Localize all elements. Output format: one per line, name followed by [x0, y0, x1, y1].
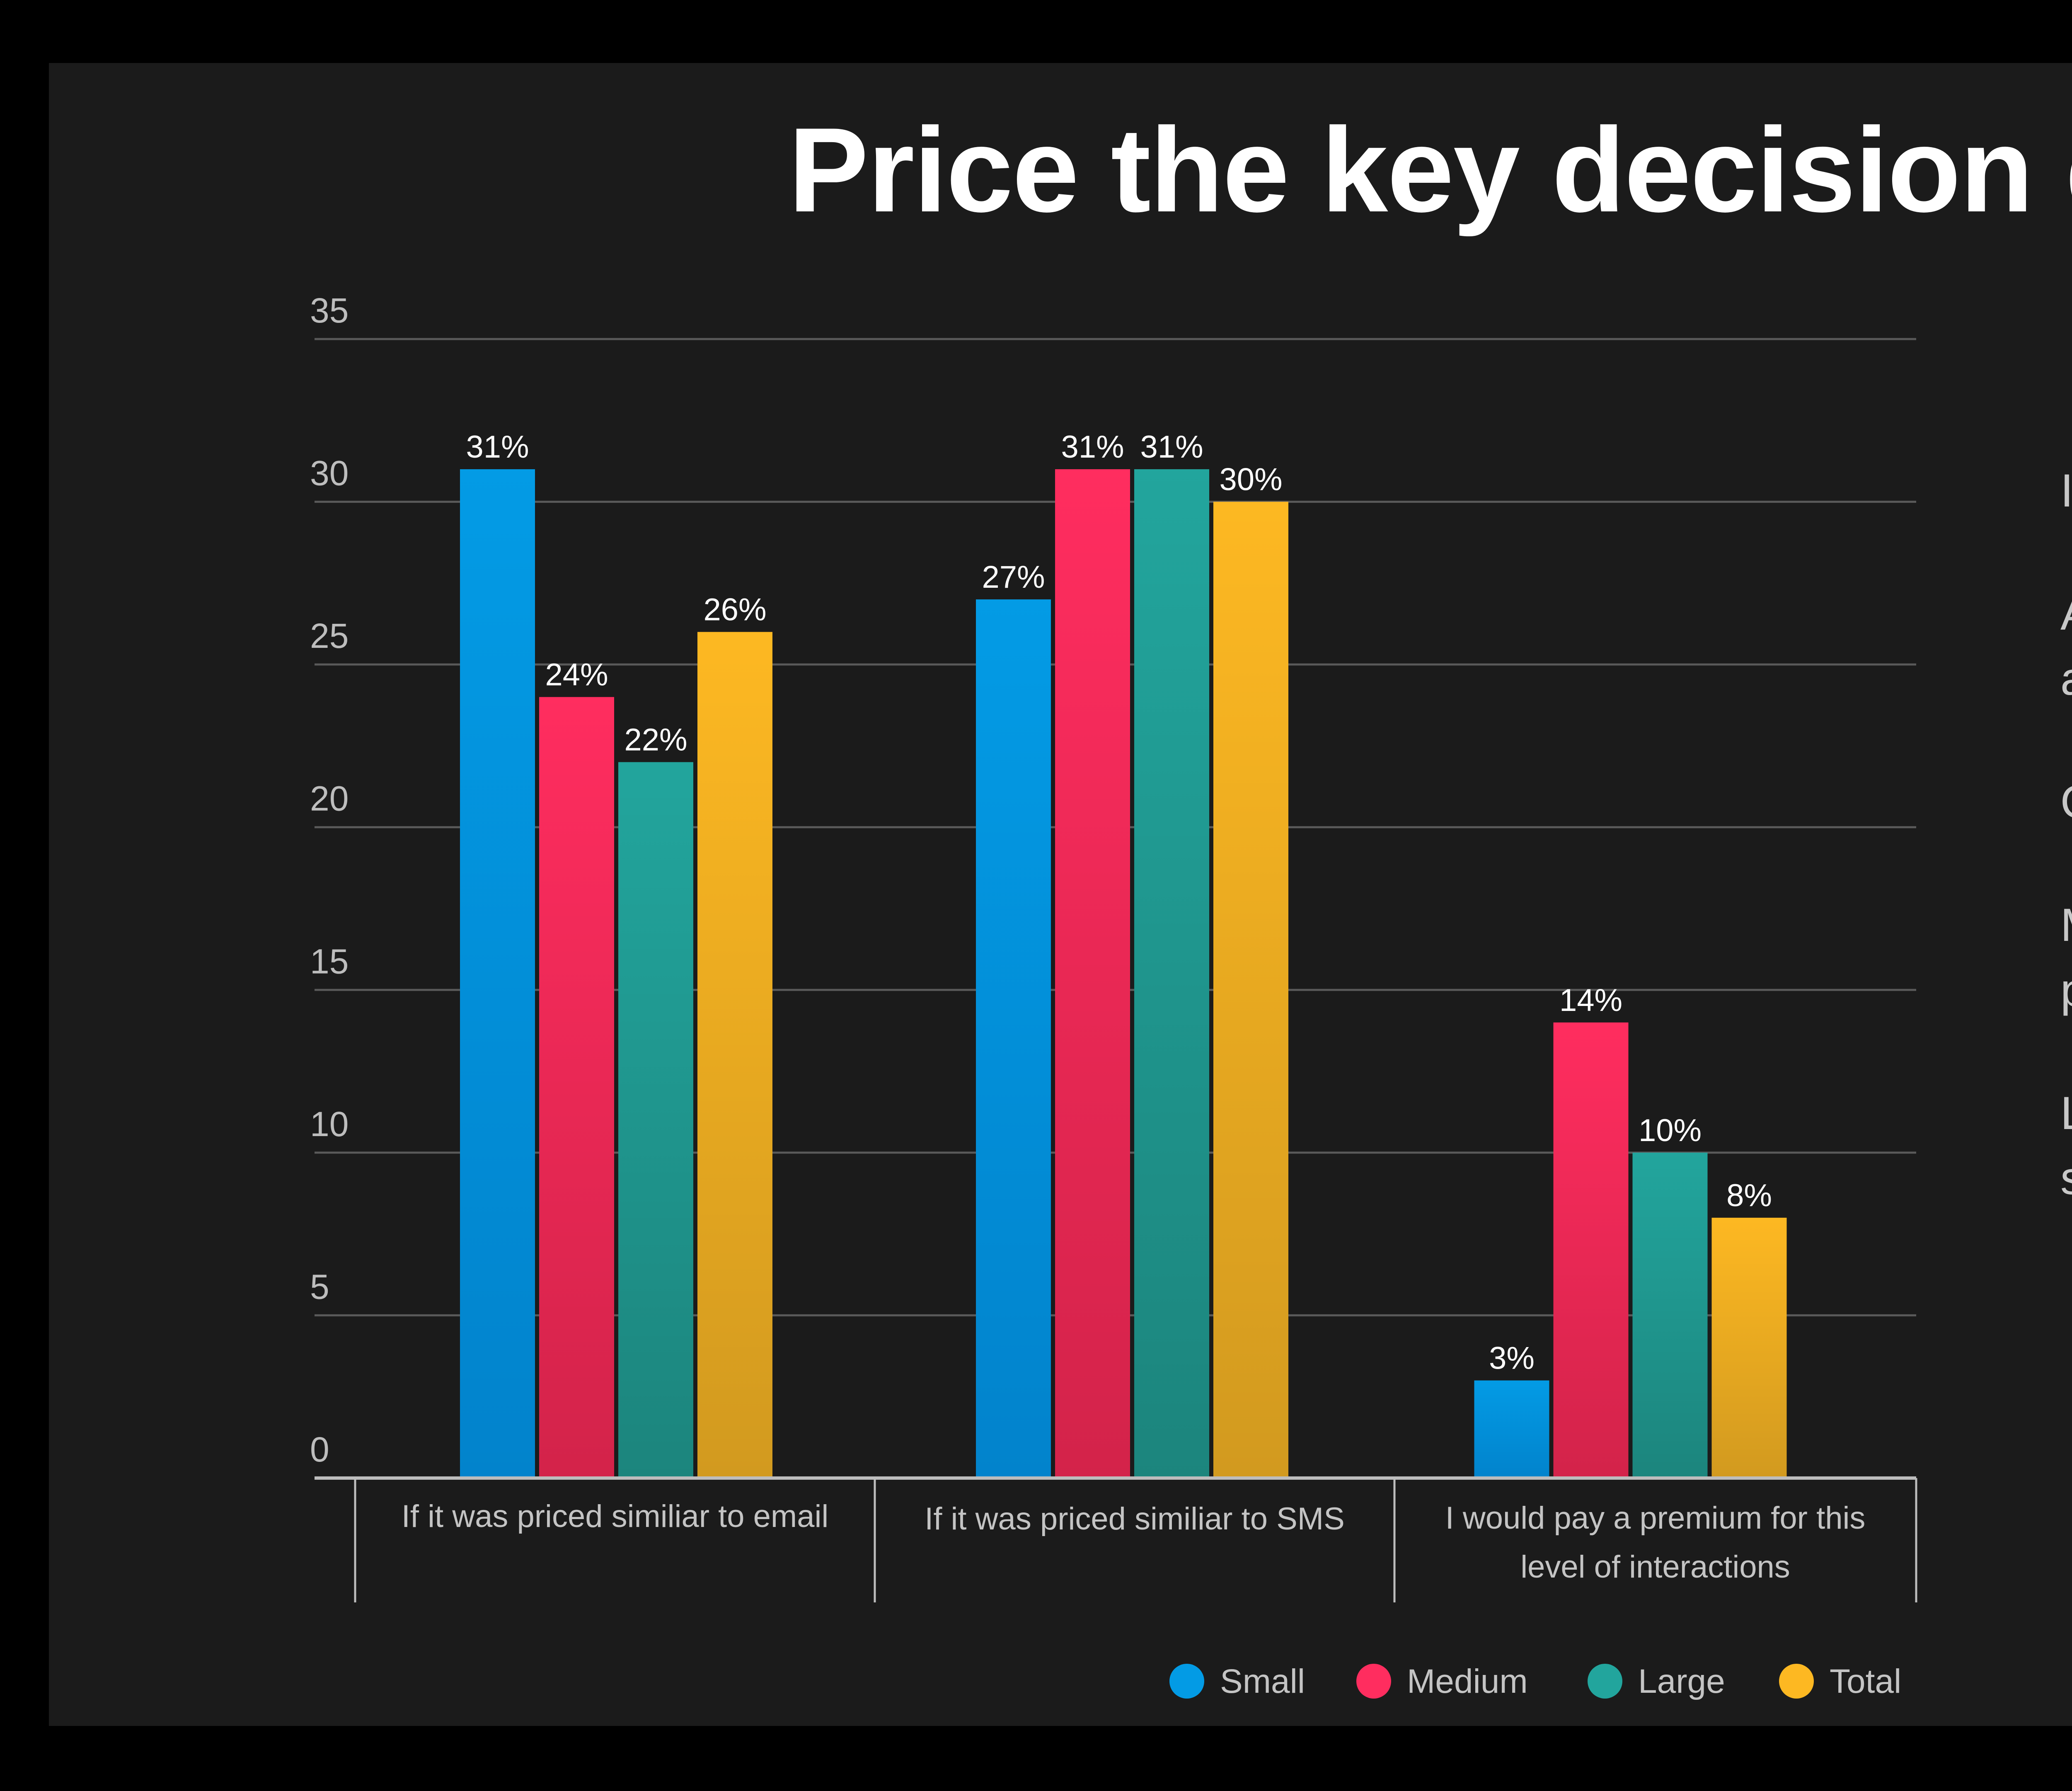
x-category-label: If it was priced similiar to email: [402, 1499, 829, 1534]
y-tick-label: 15: [310, 942, 349, 981]
data-label: 14%: [1559, 983, 1622, 1018]
legend: Small Medium Large Total: [1169, 1663, 1901, 1700]
insight-medium: Medium enterprise most likely to pay a p…: [2060, 892, 2072, 1023]
y-tick-label: 25: [310, 616, 349, 655]
legend-item-small: Small: [1169, 1663, 1305, 1700]
x-axis: [315, 1476, 1917, 1602]
y-tick-label: 10: [310, 1105, 349, 1144]
legend-label: Medium: [1407, 1663, 1528, 1700]
legend-label: Large: [1638, 1663, 1725, 1700]
data-label: 24%: [545, 657, 608, 693]
bar-total: [1711, 1217, 1787, 1478]
data-label: 10%: [1639, 1113, 1702, 1148]
data-label: 27%: [982, 560, 1045, 595]
x-category-label: If it was priced similiar to SMS: [925, 1501, 1345, 1537]
insight-intro: In 2017 our enterprise research revealed…: [2060, 465, 2072, 516]
data-label: 31%: [466, 429, 529, 465]
x-axis-category-labels: If it was priced similiar to email If it …: [402, 1499, 1866, 1585]
legend-swatch-icon: [1169, 1664, 1204, 1699]
bars: [460, 469, 1787, 1478]
data-label: 31%: [1140, 429, 1203, 465]
bar-medium: [1055, 469, 1130, 1478]
x-category-label: level of interactions: [1520, 1549, 1790, 1585]
bar-medium: [1553, 1022, 1629, 1478]
data-label: 31%: [1061, 429, 1124, 465]
bar-small: [1474, 1380, 1549, 1478]
y-axis-ticks: 0 5 10 15 20 25 30 35: [310, 291, 349, 1469]
insight-large: Large most likely to pay for an all-you-…: [2060, 1087, 2072, 1204]
y-tick-label: 35: [310, 291, 349, 330]
slide-title: Price the key decision driver: [788, 103, 2072, 237]
data-label: 22%: [624, 722, 687, 758]
legend-item-medium: Medium: [1356, 1663, 1528, 1700]
legend-label: Small: [1220, 1663, 1305, 1700]
bar-large: [1632, 1152, 1708, 1478]
data-label: 8%: [1726, 1178, 1772, 1213]
x-category-label: I would pay a premium for this: [1445, 1500, 1866, 1536]
legend-label: Total: [1830, 1663, 1901, 1700]
bar-large: [1134, 469, 1209, 1478]
data-label: 30%: [1219, 462, 1282, 497]
y-tick-label: 30: [310, 454, 349, 493]
y-tick-label: 0: [310, 1430, 329, 1469]
legend-swatch-icon: [1588, 1664, 1622, 1699]
data-label: 26%: [703, 592, 766, 628]
insights-text: In 2017 our enterprise research revealed…: [2060, 458, 2072, 1269]
bar-large: [618, 762, 693, 1478]
bar-total: [697, 632, 772, 1478]
bar-medium: [539, 697, 614, 1478]
legend-swatch-icon: [1356, 1664, 1391, 1699]
data-labels: 31% 24% 22% 26% 27% 31% 31% 30% 3% 14% 10% 8%: [466, 429, 1772, 1376]
y-tick-label: 20: [310, 779, 349, 818]
insight-premium: Only 3% would pay a premium:: [2060, 769, 2072, 834]
bar-small: [976, 599, 1051, 1478]
bar-total: [1213, 502, 1288, 1478]
legend-swatch-icon: [1779, 1664, 1814, 1699]
data-label: 3%: [1489, 1340, 1535, 1376]
insight-email-vs-sms: An email pricing model was more popular …: [2060, 581, 2072, 711]
bar-small: [460, 469, 535, 1478]
legend-item-large: Large: [1588, 1663, 1725, 1700]
y-tick-label: 5: [310, 1267, 329, 1306]
legend-item-total: Total: [1779, 1663, 1901, 1700]
